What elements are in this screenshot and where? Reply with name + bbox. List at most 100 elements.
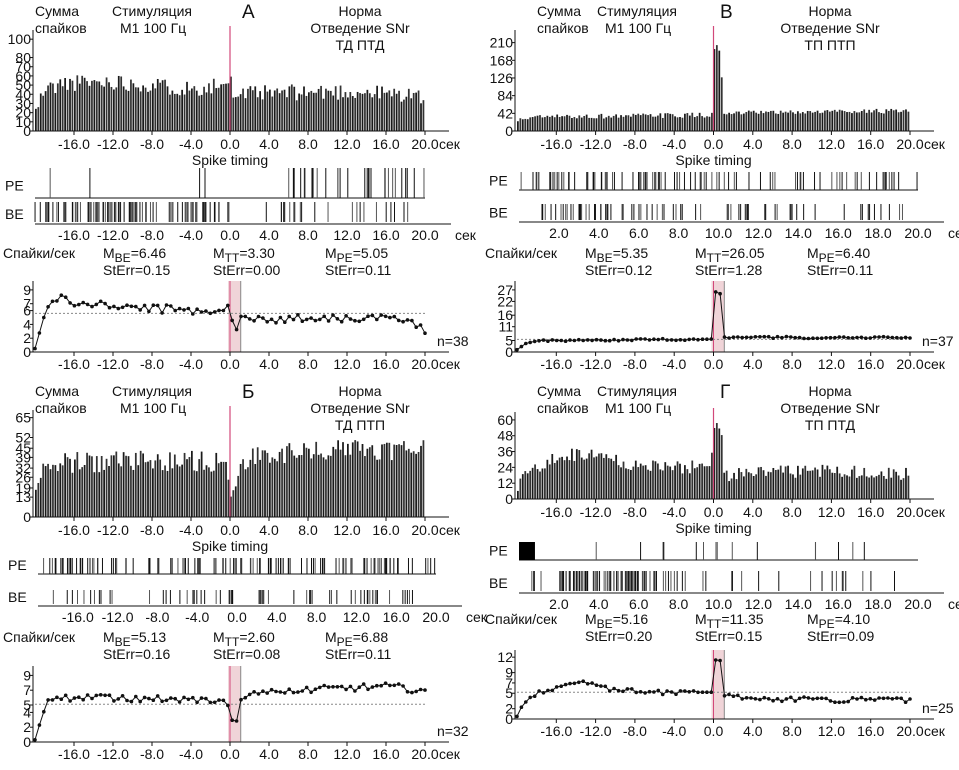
hist-bar — [885, 109, 888, 131]
hist-x-unit: сек — [439, 136, 461, 152]
hist-bar — [154, 460, 157, 517]
hist-bar — [637, 467, 640, 499]
hist-xtick-label: 12.0 — [818, 136, 845, 152]
raster-be-label: BE — [489, 205, 508, 221]
hist-bar — [361, 93, 364, 131]
rate-ytick-label: 0 — [23, 734, 31, 750]
hist-bar — [629, 116, 632, 131]
rate-point — [142, 303, 147, 308]
hist-bar — [356, 441, 359, 517]
hist-ytick-label: 168 — [490, 52, 514, 68]
hist-bar — [56, 83, 59, 131]
rate-point — [212, 700, 217, 705]
hist-bar — [354, 97, 357, 131]
raster-xtick-label: -8.0 — [140, 227, 164, 243]
hist-bar — [804, 465, 807, 499]
rate-point — [643, 691, 647, 695]
hist-bar — [907, 111, 910, 131]
stderr-be: StErr=0.20 — [585, 628, 653, 644]
hist-bar — [410, 452, 413, 517]
rate-point — [366, 687, 370, 692]
hist-bar — [556, 460, 559, 499]
rate-point — [621, 689, 625, 694]
rate-point — [793, 335, 797, 340]
hist-bar — [558, 116, 561, 131]
rate-point — [59, 697, 64, 701]
hist-bar — [703, 466, 706, 499]
hist-bar — [580, 457, 583, 499]
raster-xtick-label: 14.0 — [785, 225, 812, 241]
rate-point — [683, 338, 687, 343]
hist-bar — [203, 86, 205, 131]
rate-point — [230, 718, 234, 722]
rate-point — [353, 689, 357, 693]
hist-xtick-label: 0.0 — [220, 136, 240, 152]
hist-bar — [232, 97, 235, 131]
rate-point — [740, 697, 744, 701]
hist-ytick-label: 42 — [497, 105, 513, 121]
rate-point — [828, 335, 833, 340]
rate-xtick-label: 8.0 — [782, 723, 802, 739]
hist-bar — [69, 78, 71, 131]
raster-xtick-label: 8.0 — [307, 609, 327, 625]
hist-bar — [405, 450, 408, 517]
hist-ytick-label: 0 — [23, 123, 31, 139]
hist-bar — [563, 460, 566, 499]
hist-bar — [354, 440, 357, 517]
hist-bar — [390, 96, 393, 131]
hist-bar — [86, 452, 88, 517]
hist-bar — [593, 457, 595, 499]
hist-xtick-label: -4.0 — [662, 136, 686, 152]
hist-bar — [568, 460, 571, 499]
hist-bar — [838, 473, 841, 499]
hist-bar — [269, 89, 271, 131]
hist-bar — [310, 458, 313, 517]
hist-bar — [144, 462, 147, 517]
rate-ytick-label: 2 — [505, 701, 513, 717]
rate-point — [824, 336, 828, 340]
raster-xtick-label: -12.0 — [102, 609, 134, 625]
hist-bar — [298, 93, 300, 131]
hist-bar — [142, 85, 144, 131]
hist-xtick-label: -16.0 — [58, 522, 90, 538]
hist-bar — [821, 464, 824, 499]
hist-bar — [290, 450, 293, 517]
mean-value: 2.60 — [248, 629, 275, 645]
raster-xtick-label: -16.0 — [58, 227, 90, 243]
rate-point — [348, 684, 353, 689]
hist-bar — [534, 116, 536, 131]
hist-bar — [230, 496, 232, 517]
rate-point — [872, 698, 877, 702]
rate-point — [674, 692, 678, 696]
hist-bar — [797, 465, 799, 499]
rate-xtick-label: 8.0 — [782, 356, 802, 372]
hist-xtick-label: 4.0 — [743, 136, 763, 152]
hist-x-unit: сек — [924, 136, 946, 152]
hist-bar — [405, 96, 408, 131]
hist-bar — [519, 478, 522, 499]
hist-bar — [44, 466, 47, 517]
stderr-pe: StErr=0.09 — [807, 628, 875, 644]
rate-point — [77, 302, 81, 307]
hist-bar — [654, 461, 657, 499]
hist-bar — [836, 466, 839, 499]
hist-bar — [395, 445, 398, 517]
hist-bar — [156, 454, 159, 517]
raster-be-label: BE — [8, 589, 27, 605]
rate-point — [616, 688, 621, 693]
hist-bar — [590, 117, 593, 131]
hist-bar — [78, 83, 81, 131]
header-stim-label: Стимуляция — [597, 3, 677, 19]
hist-bar — [61, 86, 64, 131]
rate-point — [120, 694, 125, 698]
rate-point — [414, 689, 419, 694]
hist-bar — [765, 111, 767, 131]
hist-bar — [895, 471, 898, 499]
rate-point — [908, 336, 912, 340]
rate-ytick-label: 11 — [498, 319, 513, 335]
hist-bar — [688, 473, 691, 499]
hist-bar — [620, 115, 622, 131]
rate-point — [899, 696, 903, 701]
hist-bar — [816, 469, 819, 499]
rate-point — [559, 338, 563, 343]
